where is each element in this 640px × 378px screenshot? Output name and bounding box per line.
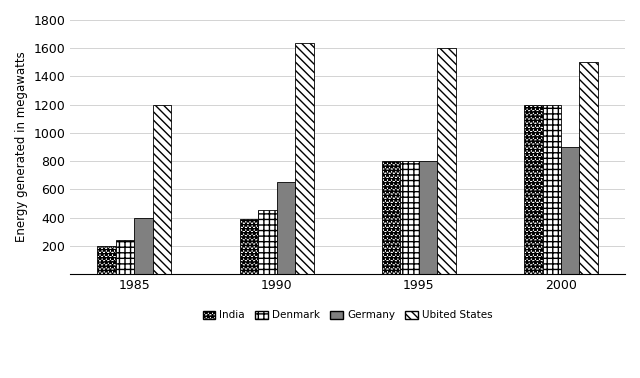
Bar bbox=[437, 48, 456, 274]
Bar bbox=[400, 161, 419, 274]
Bar bbox=[543, 105, 561, 274]
Bar bbox=[97, 246, 116, 274]
Bar bbox=[276, 182, 295, 274]
Bar bbox=[239, 219, 258, 274]
Bar bbox=[134, 217, 153, 274]
Bar bbox=[561, 147, 579, 274]
Bar bbox=[116, 240, 134, 274]
Bar bbox=[295, 43, 314, 274]
Bar bbox=[153, 105, 172, 274]
Legend: India, Denmark, Germany, Ubited States: India, Denmark, Germany, Ubited States bbox=[198, 306, 497, 325]
Bar bbox=[382, 161, 400, 274]
Bar bbox=[258, 211, 276, 274]
Bar bbox=[579, 62, 598, 274]
Y-axis label: Energy generated in megawatts: Energy generated in megawatts bbox=[15, 51, 28, 242]
Bar bbox=[419, 161, 437, 274]
Bar bbox=[524, 105, 543, 274]
